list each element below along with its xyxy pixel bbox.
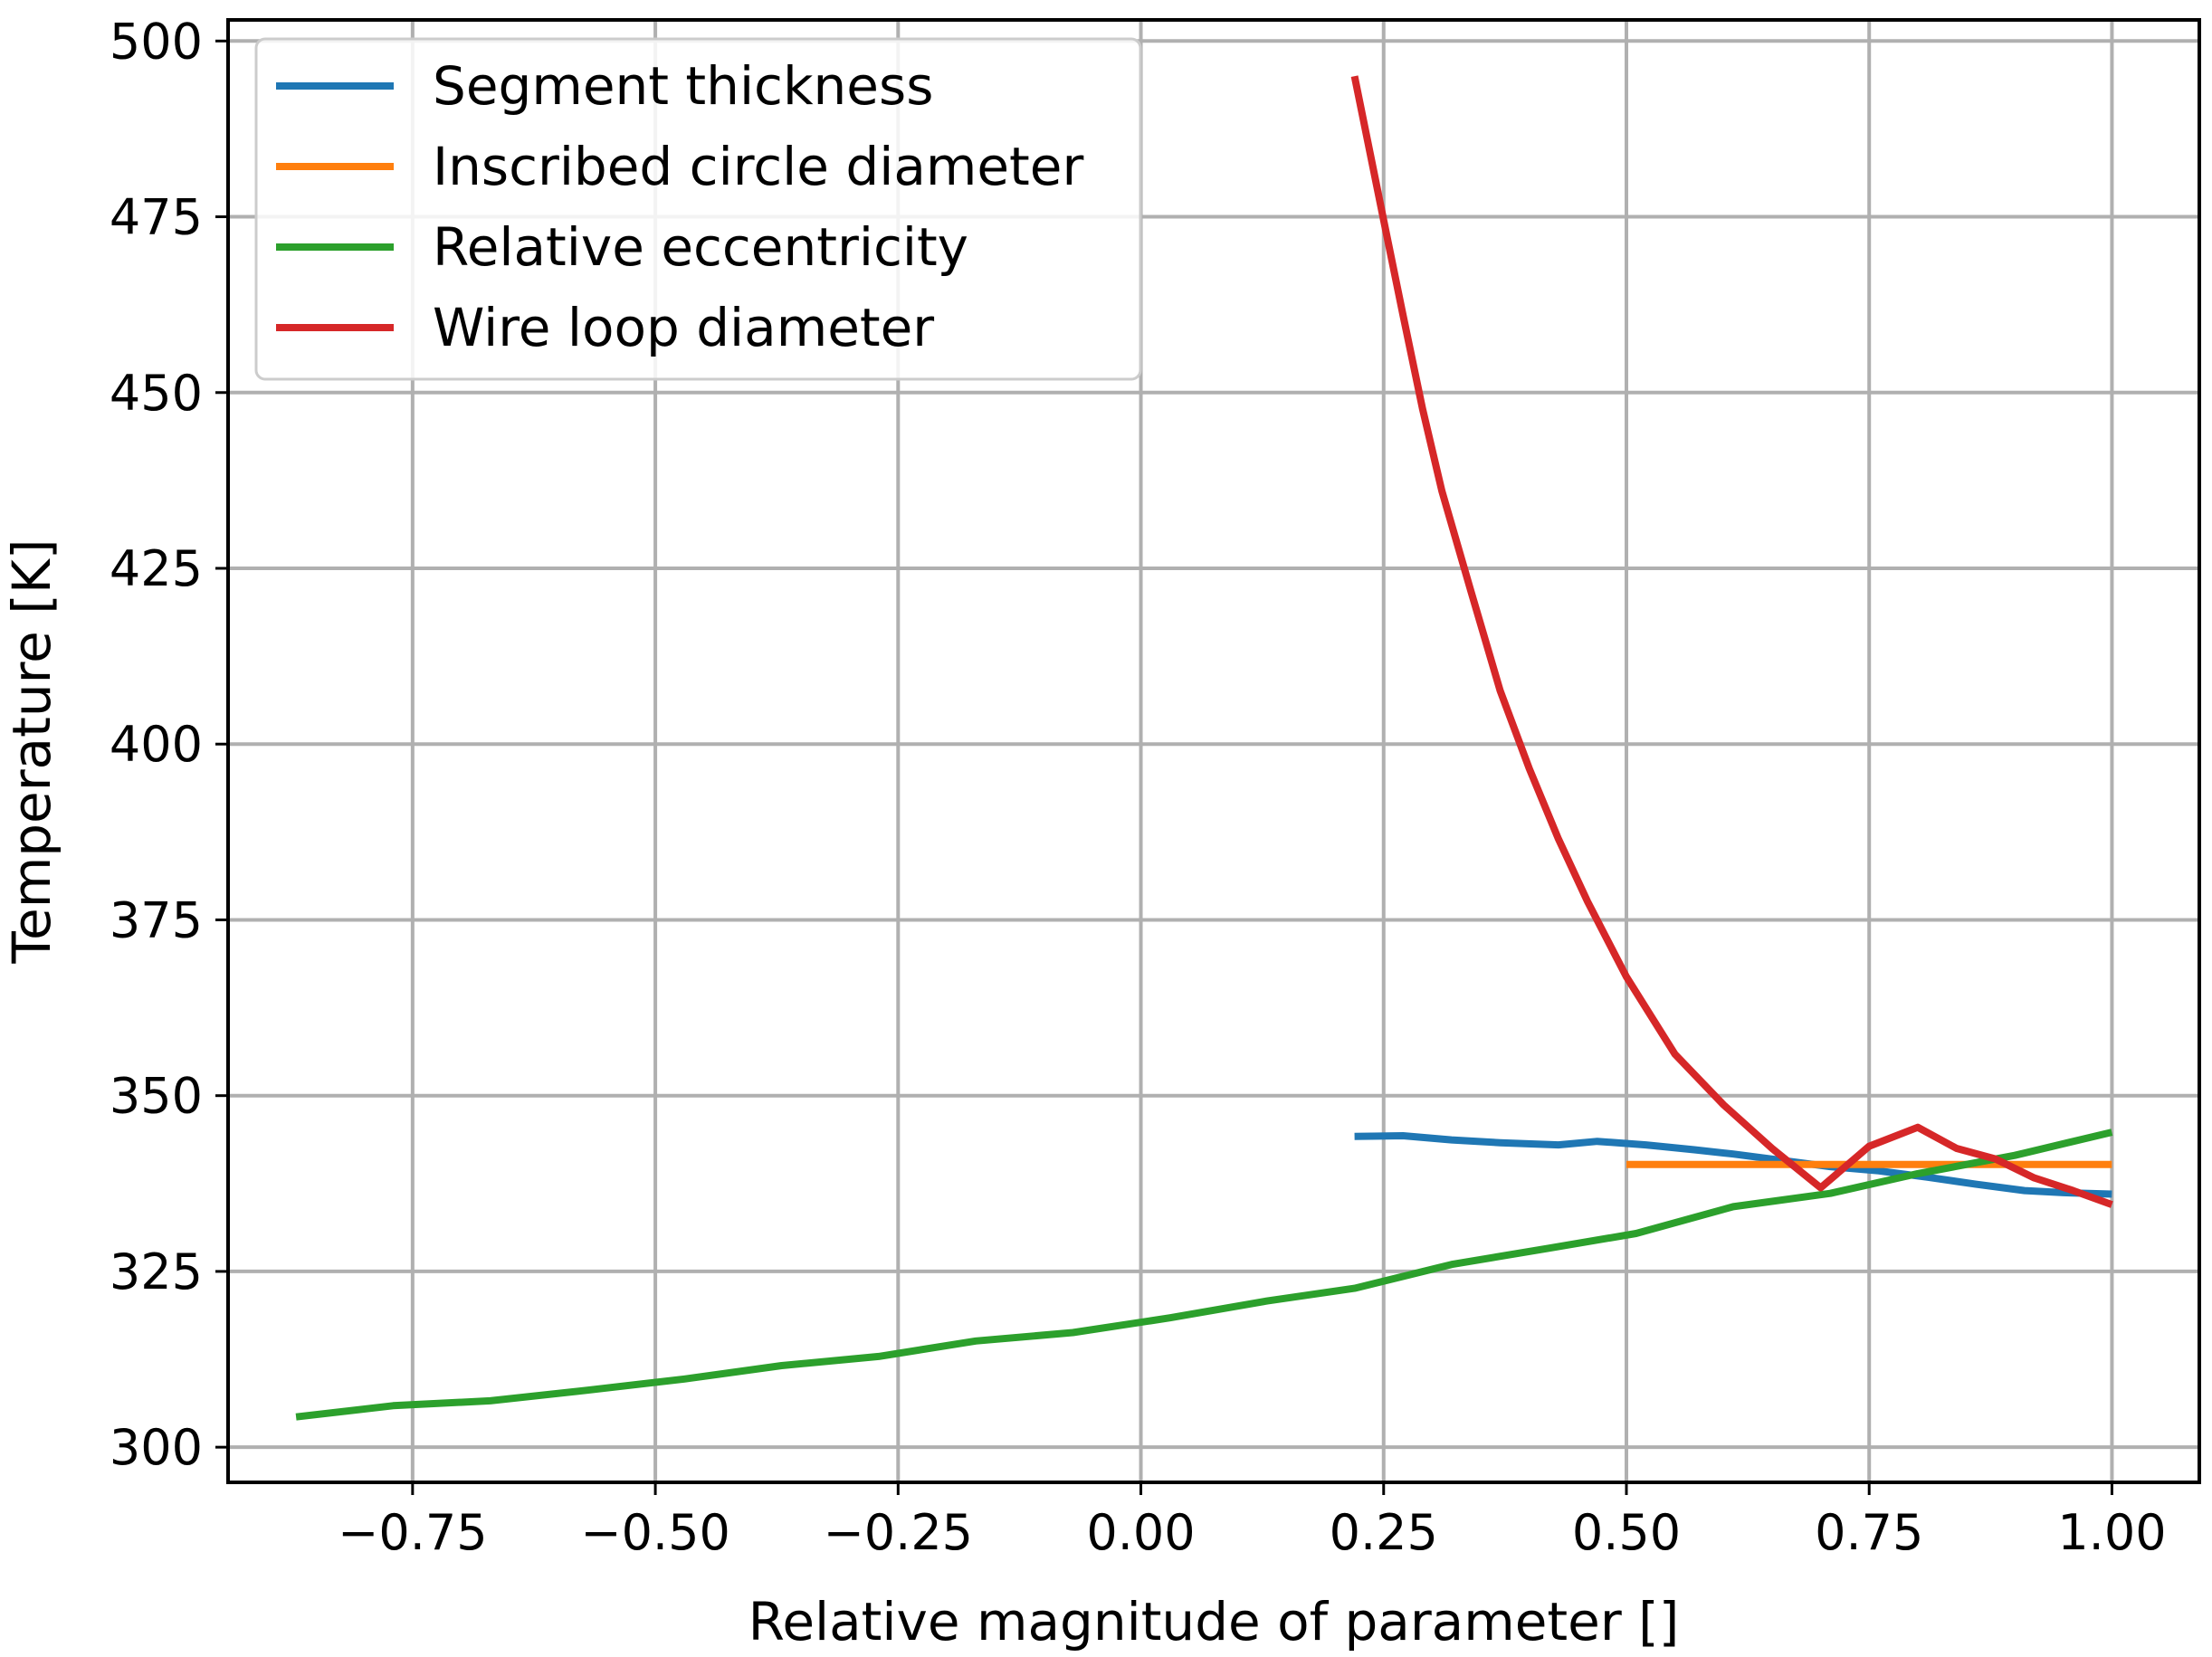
y-tick-label: 325 xyxy=(110,1243,203,1300)
x-axis-label: Relative magnitude of parameter [] xyxy=(748,1591,1680,1652)
x-tick-label: 0.25 xyxy=(1330,1504,1438,1561)
y-tick-label: 475 xyxy=(110,189,203,246)
grid xyxy=(228,20,2199,1482)
x-tick-label: 0.50 xyxy=(1572,1504,1681,1561)
legend-label-wire-loop-diameter: Wire loop diameter xyxy=(433,297,934,358)
plot-frame xyxy=(226,18,2201,1484)
legend-label-segment-thickness: Segment thickness xyxy=(433,55,933,117)
x-tick-label: 0.00 xyxy=(1086,1504,1195,1561)
legend: Segment thickness Inscribed circle diamet… xyxy=(254,37,1142,381)
y-tick-label: 450 xyxy=(110,365,203,422)
legend-label-inscribed-circle-diameter: Inscribed circle diameter xyxy=(433,136,1083,197)
series-line-relative-eccentricity xyxy=(295,1128,2113,1421)
x-tick-label: −0.75 xyxy=(338,1504,487,1561)
y-tick-label: 375 xyxy=(110,891,203,948)
series-line-segment-thickness xyxy=(1354,1132,2112,1198)
x-tick-label: 1.00 xyxy=(2057,1504,2166,1561)
y-tick-label: 300 xyxy=(110,1419,203,1476)
ticks: −0.75 −0.50 −0.25 0.00 0.25 0.50 0.75 1.00 300 32… xyxy=(110,13,2167,1561)
y-tick-label: 425 xyxy=(110,540,203,597)
x-tick-label: −0.25 xyxy=(824,1504,973,1561)
x-tick-label: 0.75 xyxy=(1815,1504,1923,1561)
series-line-wire-loop-diameter xyxy=(1350,75,2113,1208)
y-tick-label: 500 xyxy=(110,13,203,70)
legend-box xyxy=(254,37,1142,381)
y-axis-label: Temperature [K] xyxy=(1,538,62,964)
legend-label-relative-eccentricity: Relative eccentricity xyxy=(433,216,968,278)
y-tick-label: 350 xyxy=(110,1068,203,1125)
x-tick-label: −0.50 xyxy=(580,1504,729,1561)
y-tick-label: 400 xyxy=(110,716,203,773)
series-lines xyxy=(295,75,2113,1421)
